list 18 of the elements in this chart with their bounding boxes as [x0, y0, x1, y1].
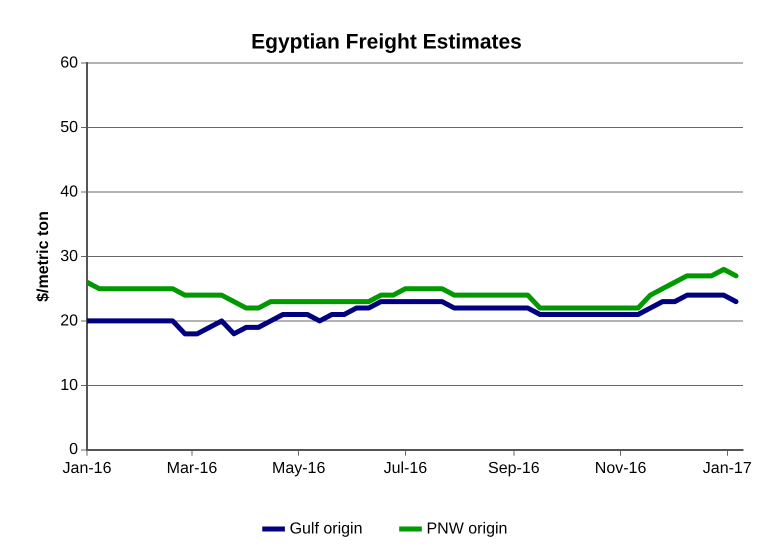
- x-tick-label: May-16: [272, 460, 326, 477]
- legend-label: PNW origin: [426, 520, 508, 538]
- x-tick-label: Mar-16: [166, 460, 218, 477]
- y-tick-label: 30: [60, 248, 78, 265]
- y-tick-label: 10: [60, 376, 78, 394]
- x-tick-label: Jan-16: [62, 460, 112, 477]
- legend-label: Gulf origin: [290, 520, 363, 538]
- x-tick-label: Jul-16: [384, 460, 428, 477]
- y-tick-label: 40: [60, 183, 78, 200]
- y-tick-label: 20: [60, 312, 78, 330]
- chart-title: Egyptian Freight Estimates: [251, 30, 522, 54]
- x-tick-label: Sep-16: [488, 460, 540, 477]
- y-axis-title: $/metric ton: [35, 211, 52, 302]
- x-tick-label: Jan-17: [702, 460, 752, 477]
- y-tick-label: 60: [60, 54, 78, 72]
- x-tick-label: Nov-16: [594, 460, 646, 477]
- y-tick-label: 50: [60, 119, 78, 136]
- y-tick-label: 0: [69, 441, 78, 458]
